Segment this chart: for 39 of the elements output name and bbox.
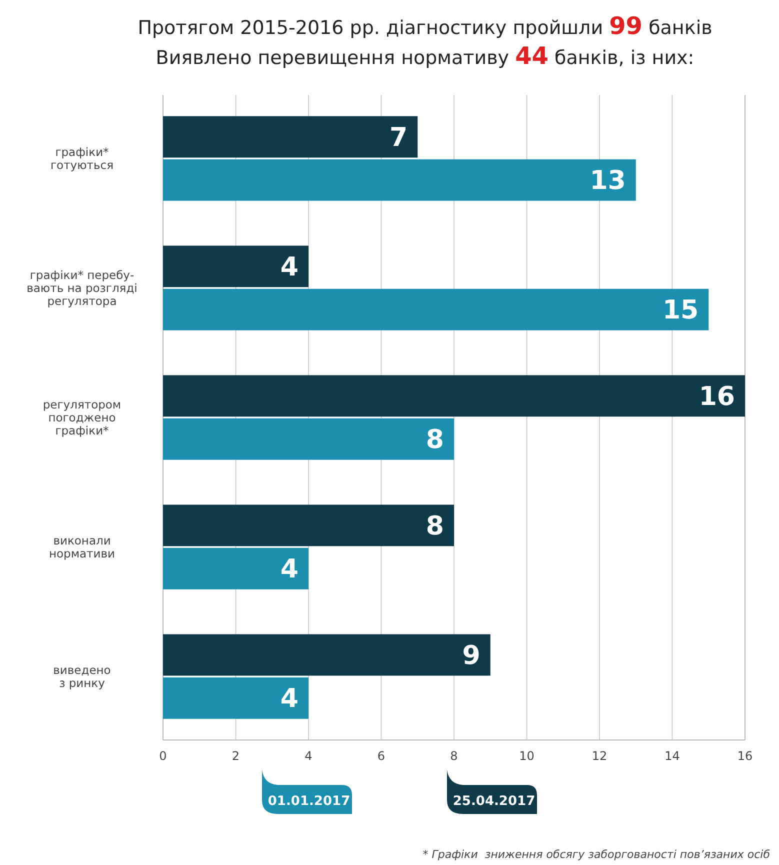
x-tick-label: 16 [737,749,753,763]
text: * Графіки зниження обсягу заборгованості пов’язаних осіб [422,848,770,861]
bar [163,677,308,719]
bar [163,634,490,676]
x-tick-label: 8 [450,749,458,763]
data-label: 4 [280,684,298,714]
chart-title: Протягом 2015-2016 рр. діагностику пройшли 99 банків [138,12,712,40]
data-label: 13 [590,166,626,196]
y-tick-label: графіки* готуються [50,144,114,172]
data-label: 9 [462,640,480,671]
bar [163,548,308,590]
bar [163,246,308,288]
x-tick-label: 10 [519,749,534,763]
x-tick-label: 14 [664,749,680,763]
data-label: 16 [698,382,735,412]
bar [163,116,418,158]
x-tick-label: 4 [304,749,312,763]
data-label: 4 [280,252,298,282]
bar [163,418,454,460]
y-tick-label: регулятором погоджено графіки* [42,398,122,438]
data-label: 8 [426,425,444,456]
x-tick-label: 6 [377,749,386,763]
bar [163,159,636,201]
bar [163,288,709,330]
data-label: 4 [280,554,298,585]
chart-subtitle: Виявлено перевищення нормативу 44 банків, із них: [156,42,694,70]
x-tick-label: 12 [592,749,608,763]
y-tick-label: виведено з ринку [53,663,111,690]
data-label: 15 [662,296,699,326]
data-label: 7 [390,122,408,153]
y-tick-label: виконали нормативи [48,534,116,561]
x-tick-label: 0 [159,749,167,763]
bar [163,375,745,417]
y-tick-label: графіки* перебу- вають на розгляді регулятора [26,268,138,308]
x-tick-label: 2 [232,749,240,763]
bar [163,504,454,546]
data-label: 8 [426,511,444,542]
text: 25.04.2017 [452,794,536,809]
text: 01.01.2017 [268,794,350,809]
